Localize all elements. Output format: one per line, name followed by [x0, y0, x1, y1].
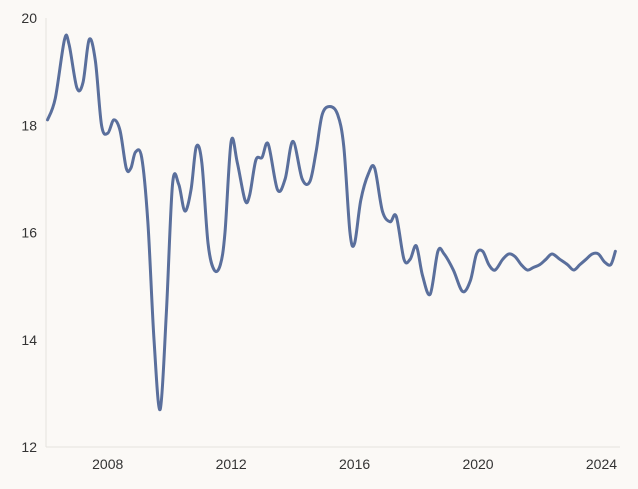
y-axis-ticks: 12 14 16 18 20	[21, 10, 37, 455]
x-tick-label: 2024	[586, 456, 617, 472]
x-tick-label: 2012	[216, 456, 247, 472]
y-tick-label: 20	[21, 10, 37, 26]
y-tick-label: 18	[21, 117, 37, 133]
y-tick-label: 14	[21, 332, 37, 348]
x-axis-ticks: 2008 2012 2016 2020 2024	[92, 456, 617, 472]
x-tick-label: 2016	[339, 456, 370, 472]
y-tick-label: 12	[21, 439, 37, 455]
x-tick-label: 2008	[92, 456, 123, 472]
series-line	[46, 33, 617, 411]
y-tick-label: 16	[21, 225, 37, 241]
x-tick-label: 2020	[462, 456, 493, 472]
